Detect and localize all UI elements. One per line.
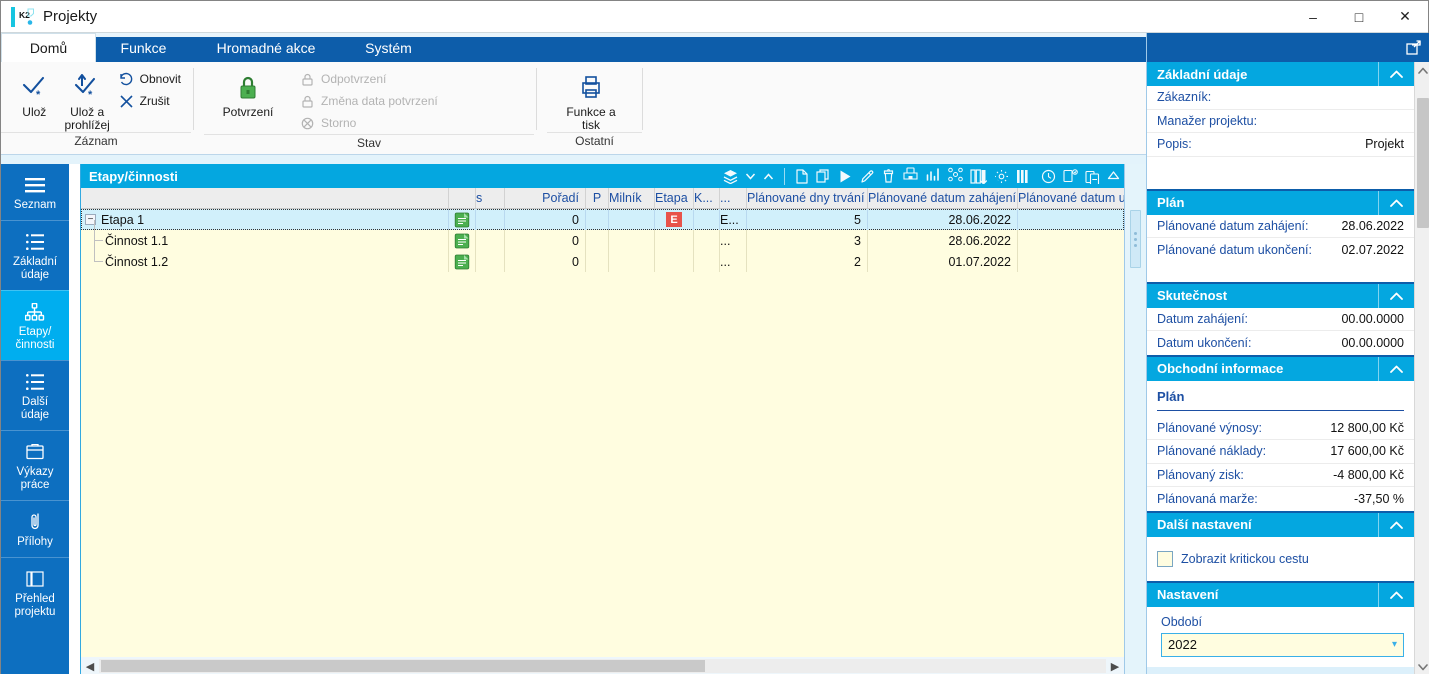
svg-text:*: * — [36, 89, 41, 100]
svg-text:*: * — [88, 89, 93, 100]
